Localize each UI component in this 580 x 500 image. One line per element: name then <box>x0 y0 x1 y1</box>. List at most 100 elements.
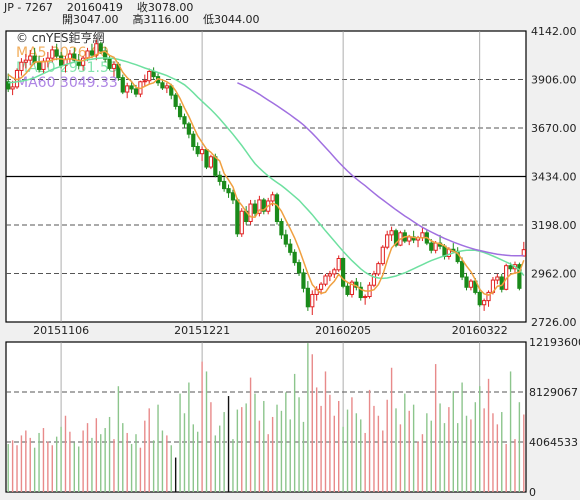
candle-body <box>358 286 363 299</box>
candle-body <box>151 70 156 78</box>
legend-entry: MA60 3049.33 <box>16 75 118 91</box>
candle-body <box>288 243 293 253</box>
candle-body <box>239 210 244 235</box>
candle-body <box>28 55 33 61</box>
high-label: 高3116.00 <box>132 13 190 26</box>
candle-body <box>186 123 191 135</box>
candle-body <box>191 133 196 147</box>
candle-body <box>292 251 297 264</box>
candle-body <box>125 85 130 93</box>
candle-body <box>389 230 394 236</box>
candle-body <box>310 293 315 308</box>
header-line-1: JP - 7267 20160419 收3078.00 <box>4 2 193 14</box>
candle-body <box>486 291 491 302</box>
candle-body <box>98 43 103 52</box>
candle-body <box>336 257 341 271</box>
candle-body <box>371 273 377 286</box>
candle-body <box>36 61 42 70</box>
candle-body <box>50 49 55 59</box>
candle-body <box>433 242 438 251</box>
candle-body <box>349 281 355 295</box>
candle-body <box>301 272 306 289</box>
x-tick-label: 20160205 <box>315 324 371 337</box>
candle-body <box>495 276 500 281</box>
price-y-tick-label: 2962.00 <box>531 268 577 281</box>
x-tick-label: 20151106 <box>33 324 89 337</box>
candle-body <box>129 85 134 90</box>
volume-y-tick-label: 12193600 <box>529 336 580 349</box>
candle-body <box>160 82 165 89</box>
candle-body <box>429 242 434 251</box>
candle-body <box>195 145 200 155</box>
ma20-line <box>8 57 525 280</box>
candle-body <box>204 149 209 168</box>
candle-body <box>133 88 139 95</box>
candle-body <box>517 264 522 289</box>
candle-body <box>332 269 337 275</box>
candle-body <box>177 105 183 118</box>
candle-body <box>508 265 513 270</box>
watermark: © cnYES鉅亨網 <box>16 30 105 45</box>
candle-body <box>120 77 125 93</box>
candle-body <box>10 86 15 90</box>
candle-body <box>208 156 214 168</box>
candle-body <box>217 174 222 182</box>
candle-body <box>111 63 117 69</box>
candle-body <box>200 149 205 155</box>
candle-body <box>72 53 77 61</box>
candle-body <box>393 230 399 246</box>
ma5-line <box>7 50 525 296</box>
x-tick-label: 20151221 <box>174 324 230 337</box>
candle-body <box>296 262 302 274</box>
candle-body <box>23 59 28 63</box>
candle-body <box>464 276 469 288</box>
candle-body <box>147 70 152 82</box>
candle-body <box>407 236 412 242</box>
candle-body <box>248 203 253 223</box>
volume-y-tick-label: 0 <box>529 486 536 499</box>
candle-body <box>318 283 324 290</box>
candle-body <box>230 192 236 201</box>
close-label: 收3078.00 <box>136 1 194 14</box>
candle-body <box>323 275 328 285</box>
volume-y-tick-label: 4064533 <box>529 436 578 449</box>
candle-body <box>385 234 390 248</box>
candle-body <box>327 273 332 277</box>
price-y-tick-label: 4142.00 <box>531 25 577 38</box>
candle-body <box>182 116 187 125</box>
candle-body <box>283 234 288 245</box>
date-label: 20160419 <box>66 1 123 14</box>
price-y-tick-label: 3434.00 <box>531 171 577 184</box>
x-tick-label: 20160322 <box>452 324 508 337</box>
candle-body <box>279 221 284 236</box>
symbol-label: JP - 7267 <box>4 1 53 14</box>
candle-body <box>252 203 258 214</box>
candle-body <box>81 57 86 66</box>
candle-body <box>380 246 385 265</box>
volume-y-tick-label: 8129067 <box>529 386 578 399</box>
price-y-tick-label: 3906.00 <box>531 74 577 87</box>
candle-body <box>270 194 275 202</box>
price-y-tick-label: 3198.00 <box>531 219 577 232</box>
candle-body <box>213 156 218 176</box>
candle-body <box>107 58 112 69</box>
candle-body <box>477 291 482 306</box>
candle-body <box>58 55 64 66</box>
candle-body <box>274 194 280 223</box>
candle-body <box>257 199 262 214</box>
candle-body <box>235 199 240 235</box>
low-label: 低3044.00 <box>203 13 260 26</box>
candle-body <box>305 287 310 308</box>
candle-body <box>345 285 350 295</box>
ma60-line <box>237 82 524 257</box>
candle-body <box>460 261 465 278</box>
candle-body <box>363 296 368 299</box>
open-label: 開3047.00 <box>62 13 119 26</box>
candle-body <box>164 85 169 89</box>
candle-body <box>468 280 474 288</box>
header-line-2: 開3047.00 高3116.00 低3044.00 <box>4 14 260 26</box>
candle-body <box>142 80 147 83</box>
candle-body <box>54 49 59 57</box>
price-y-tick-label: 3670.00 <box>531 122 577 135</box>
